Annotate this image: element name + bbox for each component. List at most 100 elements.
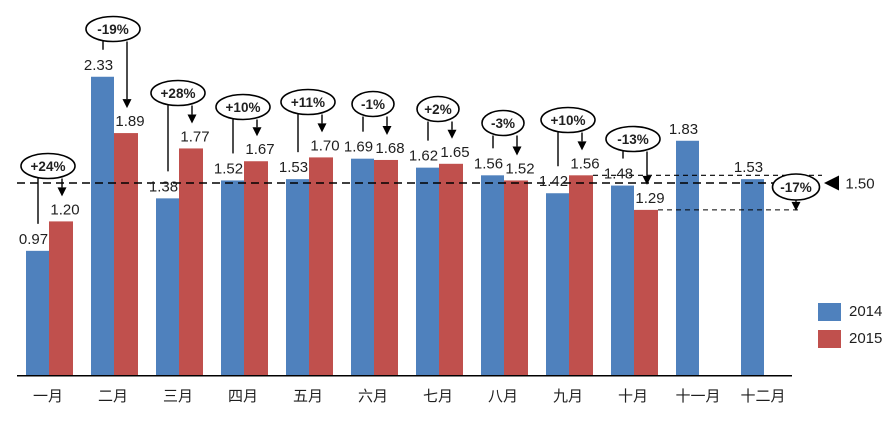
x-axis-label: 十二月 xyxy=(740,388,785,405)
value-label-2015: 1.56 xyxy=(570,155,599,172)
pct-label: +28% xyxy=(161,86,196,101)
annotation-arrow-head xyxy=(447,129,457,139)
x-axis-label: 五月 xyxy=(293,388,323,405)
pct-label: -19% xyxy=(97,22,129,37)
side-pct-ellipse xyxy=(771,173,821,201)
value-label-2014: 1.69 xyxy=(344,139,373,156)
reference-marker-icon xyxy=(824,175,839,191)
annotation-arrow-head xyxy=(252,127,262,137)
pct-ellipse xyxy=(540,106,596,134)
bar-2014-11 xyxy=(676,140,699,375)
x-axis-label: 八月 xyxy=(488,388,518,405)
bar-2014-1 xyxy=(26,250,49,375)
x-axis-label: 三月 xyxy=(163,388,193,405)
value-label-2015: 1.68 xyxy=(375,140,404,157)
bar-2014-12 xyxy=(741,179,764,375)
annotation-arrow-head xyxy=(187,114,197,124)
value-label-2015: 1.52 xyxy=(505,160,534,177)
pct-label: +11% xyxy=(291,95,325,110)
annotation-arrow-head xyxy=(122,99,132,109)
bar-2015-8 xyxy=(504,180,528,375)
legend-label-2015: 2015 xyxy=(849,330,883,347)
x-axis-label: 二月 xyxy=(98,388,128,405)
x-axis-label: 十月 xyxy=(618,388,648,405)
annotation-arrow-head xyxy=(57,187,67,197)
value-label-2014: 1.52 xyxy=(214,160,243,177)
annotation-arrow-head xyxy=(512,146,522,156)
value-label-2014: 1.48 xyxy=(604,166,633,183)
x-axis-label: 一月 xyxy=(33,388,63,405)
pct-ellipse xyxy=(20,152,76,180)
pct-ellipse xyxy=(481,109,525,137)
bar-2014-3 xyxy=(156,198,179,375)
value-label-2015: 1.29 xyxy=(635,190,664,207)
pct-label: +10% xyxy=(226,100,261,115)
pct-label: -1% xyxy=(361,97,385,112)
bar-2015-3 xyxy=(179,148,203,375)
bar-2014-10 xyxy=(611,185,634,375)
pct-ellipse xyxy=(215,93,271,121)
legend-item-2015: 2015 xyxy=(818,330,882,348)
bar-2014-7 xyxy=(416,167,439,375)
x-axis-label: 七月 xyxy=(423,388,453,405)
annotation-arrow-head xyxy=(642,175,652,185)
bar-2014-5 xyxy=(286,179,309,375)
bar-2014-8 xyxy=(481,175,504,375)
value-label-2014: 1.83 xyxy=(669,121,698,138)
bar-2014-9 xyxy=(546,193,569,375)
bar-2014-6 xyxy=(351,158,374,375)
x-axis-label: 九月 xyxy=(553,388,583,405)
value-label-2014: 2.33 xyxy=(84,57,113,74)
bar-2015-9 xyxy=(569,175,593,375)
value-label-2014: 1.53 xyxy=(734,159,763,176)
value-label-2015: 1.20 xyxy=(50,201,79,218)
x-axis-label: 四月 xyxy=(228,388,258,405)
legend-swatch-2014 xyxy=(818,303,841,321)
legend-item-2014: 2014 xyxy=(818,303,882,321)
annotation-arrow-head xyxy=(577,141,587,151)
bar-2015-1 xyxy=(49,221,73,375)
value-label-2014: 1.53 xyxy=(279,159,308,176)
bar-2015-7 xyxy=(439,163,463,375)
bar-2015-4 xyxy=(244,161,268,375)
pct-label: -13% xyxy=(617,132,649,147)
bar-2015-2 xyxy=(114,133,138,375)
pct-ellipse xyxy=(416,95,460,123)
bar-2014-2 xyxy=(91,76,114,375)
bar-2015-6 xyxy=(374,159,398,375)
legend-swatch-2015 xyxy=(818,330,841,348)
annotation-arrow-head xyxy=(382,125,392,135)
pct-label: +24% xyxy=(31,159,66,174)
value-label-2014: 1.42 xyxy=(539,173,568,190)
pct-label: +2% xyxy=(424,102,451,117)
value-label-2015: 1.65 xyxy=(440,144,469,161)
pct-label: -3% xyxy=(491,116,515,131)
annotation-arrow-head xyxy=(317,123,327,133)
pct-ellipse xyxy=(351,90,395,118)
pct-ellipse xyxy=(605,125,661,153)
bar-2014-4 xyxy=(221,180,244,375)
pct-ellipse xyxy=(85,15,141,43)
value-label-2014: 1.56 xyxy=(474,155,503,172)
pct-label: +10% xyxy=(551,113,586,128)
value-label-2014: 0.97 xyxy=(19,231,48,248)
x-axis-label: 六月 xyxy=(358,388,388,405)
side-pct-label: -17% xyxy=(780,180,812,195)
value-label-2014: 1.62 xyxy=(409,148,438,165)
value-label-2015: 1.77 xyxy=(180,128,209,145)
value-label-2015: 1.89 xyxy=(115,113,144,130)
bar-2015-10 xyxy=(634,209,658,375)
pct-ellipse xyxy=(150,79,206,107)
reference-line-label: 1.50 xyxy=(845,176,874,193)
legend: 2014 2015 xyxy=(818,303,882,348)
legend-label-2014: 2014 xyxy=(849,303,883,320)
value-label-2015: 1.67 xyxy=(245,141,274,158)
side-annotation-arrow-head xyxy=(791,201,801,211)
x-axis-label: 十一月 xyxy=(675,388,720,405)
value-label-2015: 1.70 xyxy=(310,137,339,154)
bar-2015-5 xyxy=(309,157,333,375)
value-label-2014: 1.38 xyxy=(149,178,178,195)
pct-ellipse xyxy=(280,88,336,116)
